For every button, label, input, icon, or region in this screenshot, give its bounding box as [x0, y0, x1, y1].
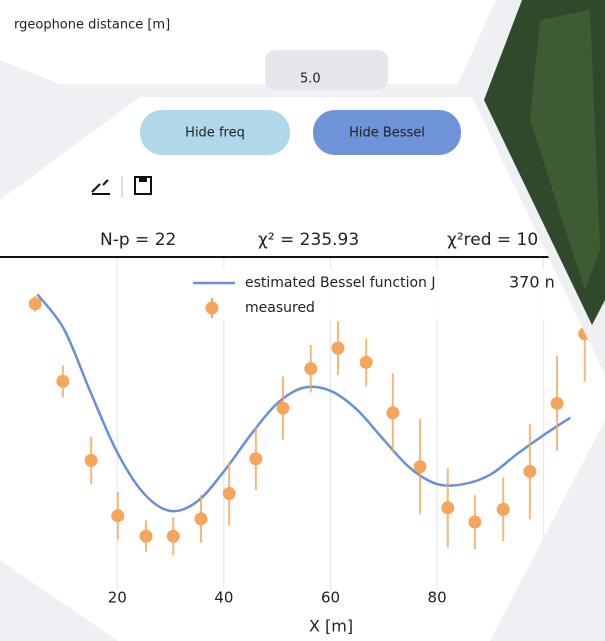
button-label: Hide Bessel [349, 126, 425, 141]
data-point [249, 452, 263, 466]
x-axis-label: X [m] [309, 617, 353, 636]
x-tick-label: 80 [428, 589, 447, 607]
data-point [359, 355, 373, 369]
toolbar [91, 176, 152, 198]
data-point [413, 460, 427, 474]
data-point [468, 515, 482, 529]
legend-label: estimated Bessel function J [245, 275, 435, 291]
data-point [386, 406, 400, 420]
legend-note: 370 n [509, 273, 555, 292]
data-point [111, 509, 125, 523]
data-point [441, 501, 455, 515]
bessel-line [36, 293, 572, 513]
data-point [28, 297, 42, 311]
x-tick-label: 60 [321, 589, 340, 607]
chart-panel: Hide freq Hide Bessel N-p = 22 χ² = 235.… [0, 97, 605, 641]
data-point [496, 502, 510, 516]
data-point [166, 529, 180, 543]
data-point [523, 464, 537, 478]
stat-chi2red: χ²red = 10 [447, 230, 538, 250]
legend-bg [188, 268, 605, 320]
data-point [194, 512, 208, 526]
data-point [331, 341, 345, 355]
field-label: rgeophone distance [m] [14, 18, 170, 33]
stat-np: N-p = 22 [100, 230, 176, 250]
data-point [304, 362, 318, 376]
distance-input[interactable] [265, 50, 388, 90]
settings-panel [0, 0, 496, 84]
input-value: 5.0 [300, 72, 321, 87]
button-label: Hide freq [185, 126, 245, 141]
satellite-texture [530, 10, 600, 290]
button[interactable] [140, 110, 290, 155]
chart-panel-bg [0, 97, 605, 641]
button[interactable] [313, 110, 461, 155]
x-tick-label: 20 [108, 589, 127, 607]
data-point [222, 487, 236, 501]
legend-label: measured [245, 300, 315, 316]
stat-chi2: χ² = 235.93 [258, 230, 359, 250]
data-point [139, 529, 153, 543]
x-tick-label: 40 [214, 589, 233, 607]
edit-icon[interactable] [91, 179, 110, 195]
data-point [84, 453, 98, 467]
save-icon-part [139, 177, 147, 182]
data-point [56, 374, 70, 388]
data-point [550, 396, 564, 410]
data-point [276, 401, 290, 415]
legend-marker [205, 301, 219, 315]
